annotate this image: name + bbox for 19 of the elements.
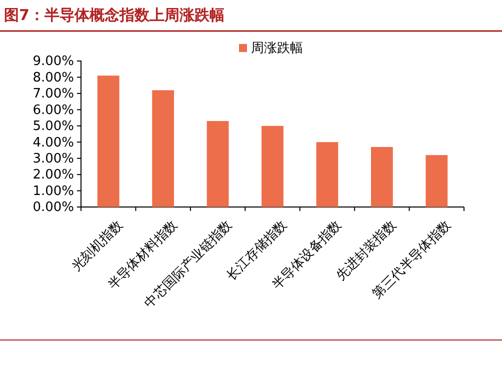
bar: [206, 121, 229, 207]
y-tick-label: 1.00%: [32, 184, 74, 199]
bar: [370, 146, 393, 207]
bar: [152, 90, 174, 207]
y-tick-label: 0.00%: [32, 200, 74, 216]
y-tick-label: 9.00%: [32, 54, 74, 70]
y-tick-label: 6.00%: [32, 102, 74, 118]
bar: [97, 76, 120, 207]
y-tick-label: 7.00%: [32, 86, 74, 102]
y-tick-label: 4.00%: [32, 135, 74, 150]
bar: [316, 142, 338, 207]
y-tick-label: 2.00%: [32, 168, 74, 183]
legend-label: 周涨跌幅: [251, 41, 303, 56]
bar: [426, 155, 448, 207]
y-tick-label: 5.00%: [32, 119, 74, 134]
chart-title: 图7：半导体概念指数上周涨跌幅: [4, 6, 224, 24]
y-tick-label: 3.00%: [32, 151, 74, 166]
bar: [262, 126, 284, 207]
y-tick-label: 8.00%: [32, 70, 74, 86]
